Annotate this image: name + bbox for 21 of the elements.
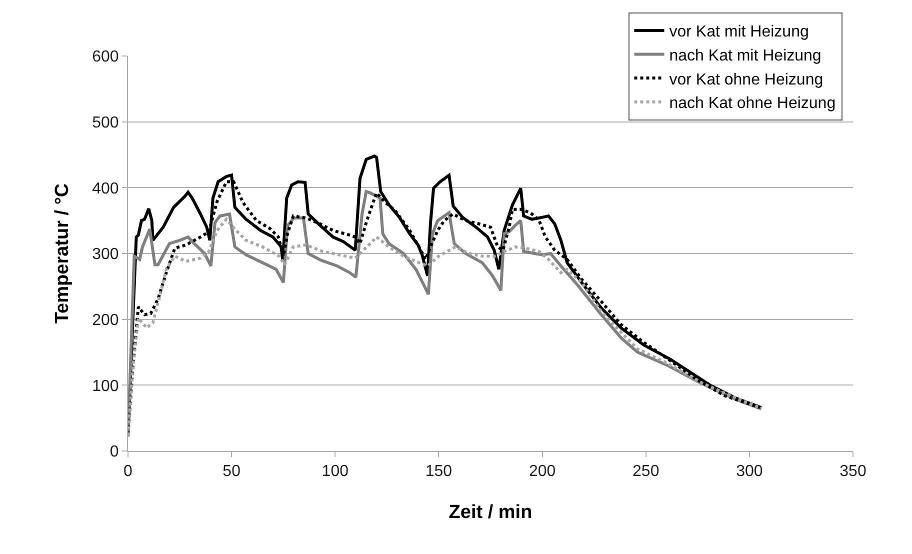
legend-label: vor Kat mit Heizung [669,24,809,41]
legend-label: nach Kat ohne Heizung [669,95,836,112]
x-tick-label: 250 [632,463,660,480]
x-tick-label: 100 [322,463,349,480]
x-tick-label: 0 [124,463,133,480]
x-tick-label: 300 [736,463,763,480]
y-tick-label: 300 [92,246,119,264]
x-tick-label: 200 [528,463,556,480]
x-tick-label: 150 [425,463,452,480]
legend-label: vor Kat ohne Heizung [669,71,824,88]
y-tick-label: 500 [92,114,119,132]
y-tick-label: 0 [110,444,119,461]
y-axis-title: Temperatur / °C [52,183,73,324]
x-tick-label: 50 [222,463,241,480]
y-tick-label: 600 [92,48,119,66]
y-tick-label: 400 [92,180,119,198]
y-tick-label: 100 [92,378,119,395]
legend-label: nach Kat mit Heizung [669,47,822,64]
x-tick-label: 350 [840,463,866,480]
x-axis-title: Zeit / min [448,502,532,523]
y-tick-label: 200 [92,312,119,329]
